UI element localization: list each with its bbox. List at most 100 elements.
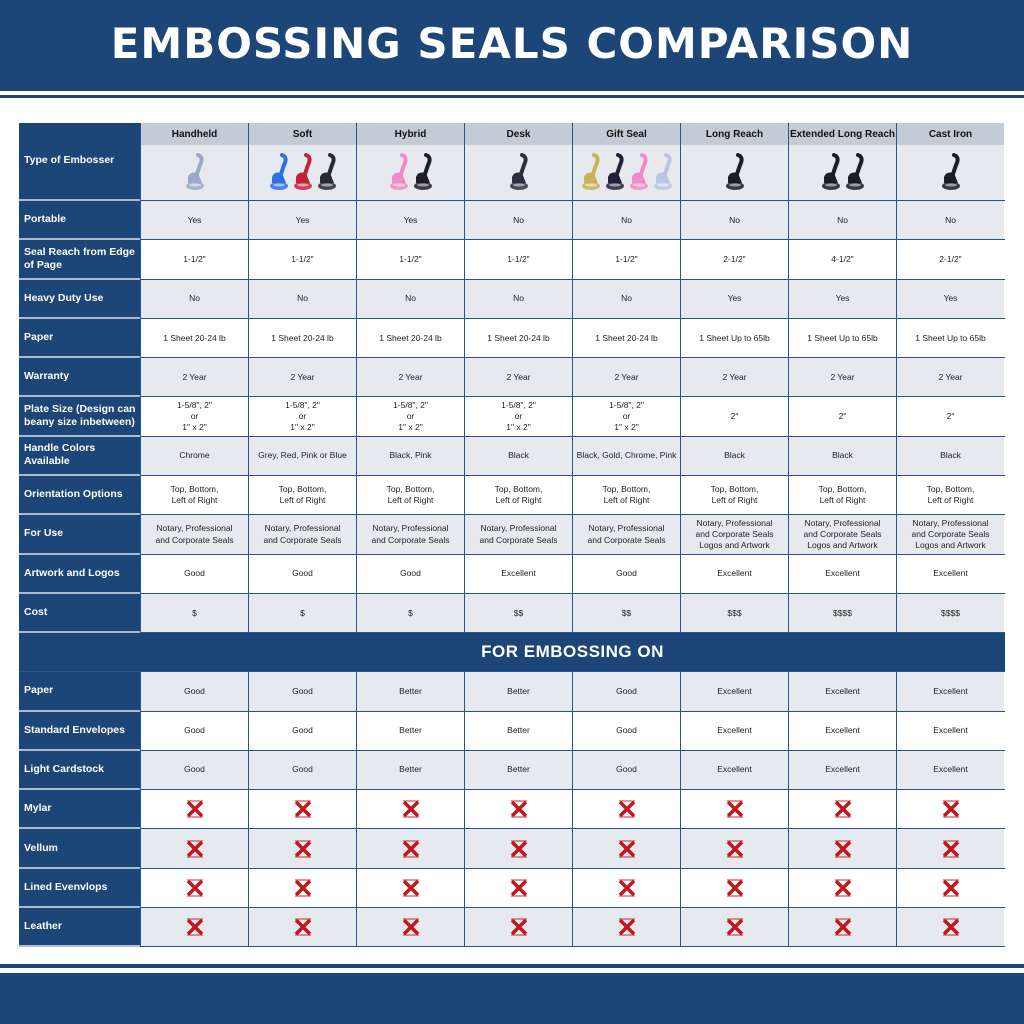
table-cell: Excellent xyxy=(788,554,896,593)
table-cell: Top, Bottom, Left of Right xyxy=(464,476,572,515)
table-cell: No xyxy=(788,201,896,240)
x-icon xyxy=(680,908,788,947)
table-cell: Notary, Professional and Corporate Seals… xyxy=(896,515,1004,554)
column-name: Hybrid xyxy=(357,123,464,145)
table-cell: 1-5/8", 2" or 1" x 2" xyxy=(572,397,680,436)
x-icon xyxy=(464,868,572,908)
table-cell: Excellent xyxy=(896,711,1004,750)
table-cell: 2" xyxy=(788,397,896,436)
table-cell: 1 Sheet 20-24 lb xyxy=(356,318,464,358)
x-icon xyxy=(356,829,464,868)
table-cell: Top, Bottom, Left of Right xyxy=(572,476,680,515)
table-cell: Good xyxy=(140,554,248,593)
x-icon xyxy=(356,790,464,829)
table-row: For Use Notary, Professional and Corporat… xyxy=(19,515,1005,555)
row-label: Paper xyxy=(19,672,140,712)
row-label: Vellum xyxy=(19,829,140,869)
table-row: Seal Reach from Edge of Page 1-1/2" 1-1/2"… xyxy=(19,240,1005,280)
table-cell: Notary, Professional and Corporate Seals… xyxy=(788,515,896,554)
table-row: Vellum xyxy=(19,829,1005,869)
x-icon xyxy=(248,868,356,908)
row-label: Warranty xyxy=(19,358,140,398)
column-name: Soft xyxy=(249,123,356,145)
table-cell: 1-5/8", 2" or 1" x 2" xyxy=(464,397,572,436)
table-cell: 1-1/2" xyxy=(464,240,572,279)
x-icon xyxy=(248,908,356,947)
column-name: Handheld xyxy=(141,123,248,145)
x-icon xyxy=(896,908,1004,947)
table-cell: Good xyxy=(248,554,356,593)
column-header: Hybrid xyxy=(356,123,464,200)
x-icon xyxy=(140,829,248,868)
table-cell: Top, Bottom, Left of Right xyxy=(680,476,788,515)
table-row: Leather xyxy=(19,908,1005,948)
table-cell: 2 Year xyxy=(464,358,572,397)
table-cell: Better xyxy=(464,672,572,711)
x-icon xyxy=(680,829,788,868)
divider xyxy=(0,88,1024,91)
table-cell: Grey, Red, Pink or Blue xyxy=(248,436,356,476)
table-row: Orientation Options Top, Bottom, Left of … xyxy=(19,476,1005,516)
column-name: Gift Seal xyxy=(573,123,680,145)
embosser-image xyxy=(897,145,1004,200)
table-cell: Top, Bottom, Left of Right xyxy=(140,476,248,515)
row-label: Portable xyxy=(19,201,140,241)
table-cell: Black xyxy=(680,436,788,476)
table-cell: No xyxy=(464,201,572,240)
table-cell: Excellent xyxy=(680,711,788,750)
section-header: FOR EMBOSSING ON xyxy=(19,633,1005,673)
x-icon xyxy=(788,868,896,908)
table-cell: No xyxy=(140,279,248,318)
table-cell: No xyxy=(896,201,1004,240)
x-icon xyxy=(248,829,356,868)
x-icon xyxy=(896,868,1004,908)
table-cell: $$ xyxy=(572,593,680,633)
table-cell: Top, Bottom, Left of Right xyxy=(356,476,464,515)
table-cell: Good xyxy=(140,711,248,750)
row-label: Lined Evenvlops xyxy=(19,868,140,909)
table-cell: Black, Pink xyxy=(356,436,464,476)
column-header: Gift Seal xyxy=(572,123,680,200)
table-row: Paper Good Good Better Better Good Excellent Ex… xyxy=(19,672,1005,712)
table-cell: Excellent xyxy=(896,554,1004,593)
column-name: Desk xyxy=(465,123,572,145)
table-cell: No xyxy=(464,279,572,318)
table-cell: Better xyxy=(356,711,464,750)
x-icon xyxy=(572,908,680,947)
x-icon xyxy=(572,790,680,829)
table-cell: 1-1/2" xyxy=(140,240,248,279)
column-header: Extended Long Reach xyxy=(788,123,896,200)
table-cell: Notary, Professional and Corporate Seals xyxy=(140,515,248,554)
table-row: Lined Evenvlops xyxy=(19,868,1005,909)
table-cell: 1-1/2" xyxy=(572,240,680,279)
table-cell: Excellent xyxy=(788,672,896,711)
table-cell: Good xyxy=(572,554,680,593)
table-row: Artwork and Logos Good Good Good Excellent Go… xyxy=(19,554,1005,594)
row-label: Heavy Duty Use xyxy=(19,279,140,319)
table-row: Cost $ $ $ $$ $$ $$$ $$$$ $$$$ xyxy=(19,593,1005,634)
table-cell: Better xyxy=(356,750,464,790)
table-cell: Excellent xyxy=(464,554,572,593)
x-icon xyxy=(248,790,356,829)
table-cell: Good xyxy=(248,672,356,711)
embosser-image xyxy=(357,145,464,200)
table-cell: Better xyxy=(356,672,464,711)
x-icon xyxy=(896,790,1004,829)
row-label: Light Cardstock xyxy=(19,750,140,791)
table-cell: Notary, Professional and Corporate Seals… xyxy=(680,515,788,554)
table-cell: 2 Year xyxy=(788,358,896,397)
table-cell: 2 Year xyxy=(248,358,356,397)
row-label: For Use xyxy=(19,515,140,555)
row-label: Leather xyxy=(19,908,140,948)
row-label: Cost xyxy=(19,593,140,634)
x-icon xyxy=(680,868,788,908)
header-row: Type of Embosser Handheld Soft Hybrid Desk Gi… xyxy=(19,123,1005,201)
table-cell: Yes xyxy=(896,279,1004,318)
table-cell: Notary, Professional and Corporate Seals xyxy=(356,515,464,554)
embosser-image xyxy=(681,145,788,200)
table-row: Standard Envelopes Good Good Better Better Go… xyxy=(19,711,1005,751)
table-cell: 2 Year xyxy=(572,358,680,397)
column-header: Long Reach xyxy=(680,123,788,200)
row-label: Artwork and Logos xyxy=(19,554,140,594)
x-icon xyxy=(788,908,896,947)
